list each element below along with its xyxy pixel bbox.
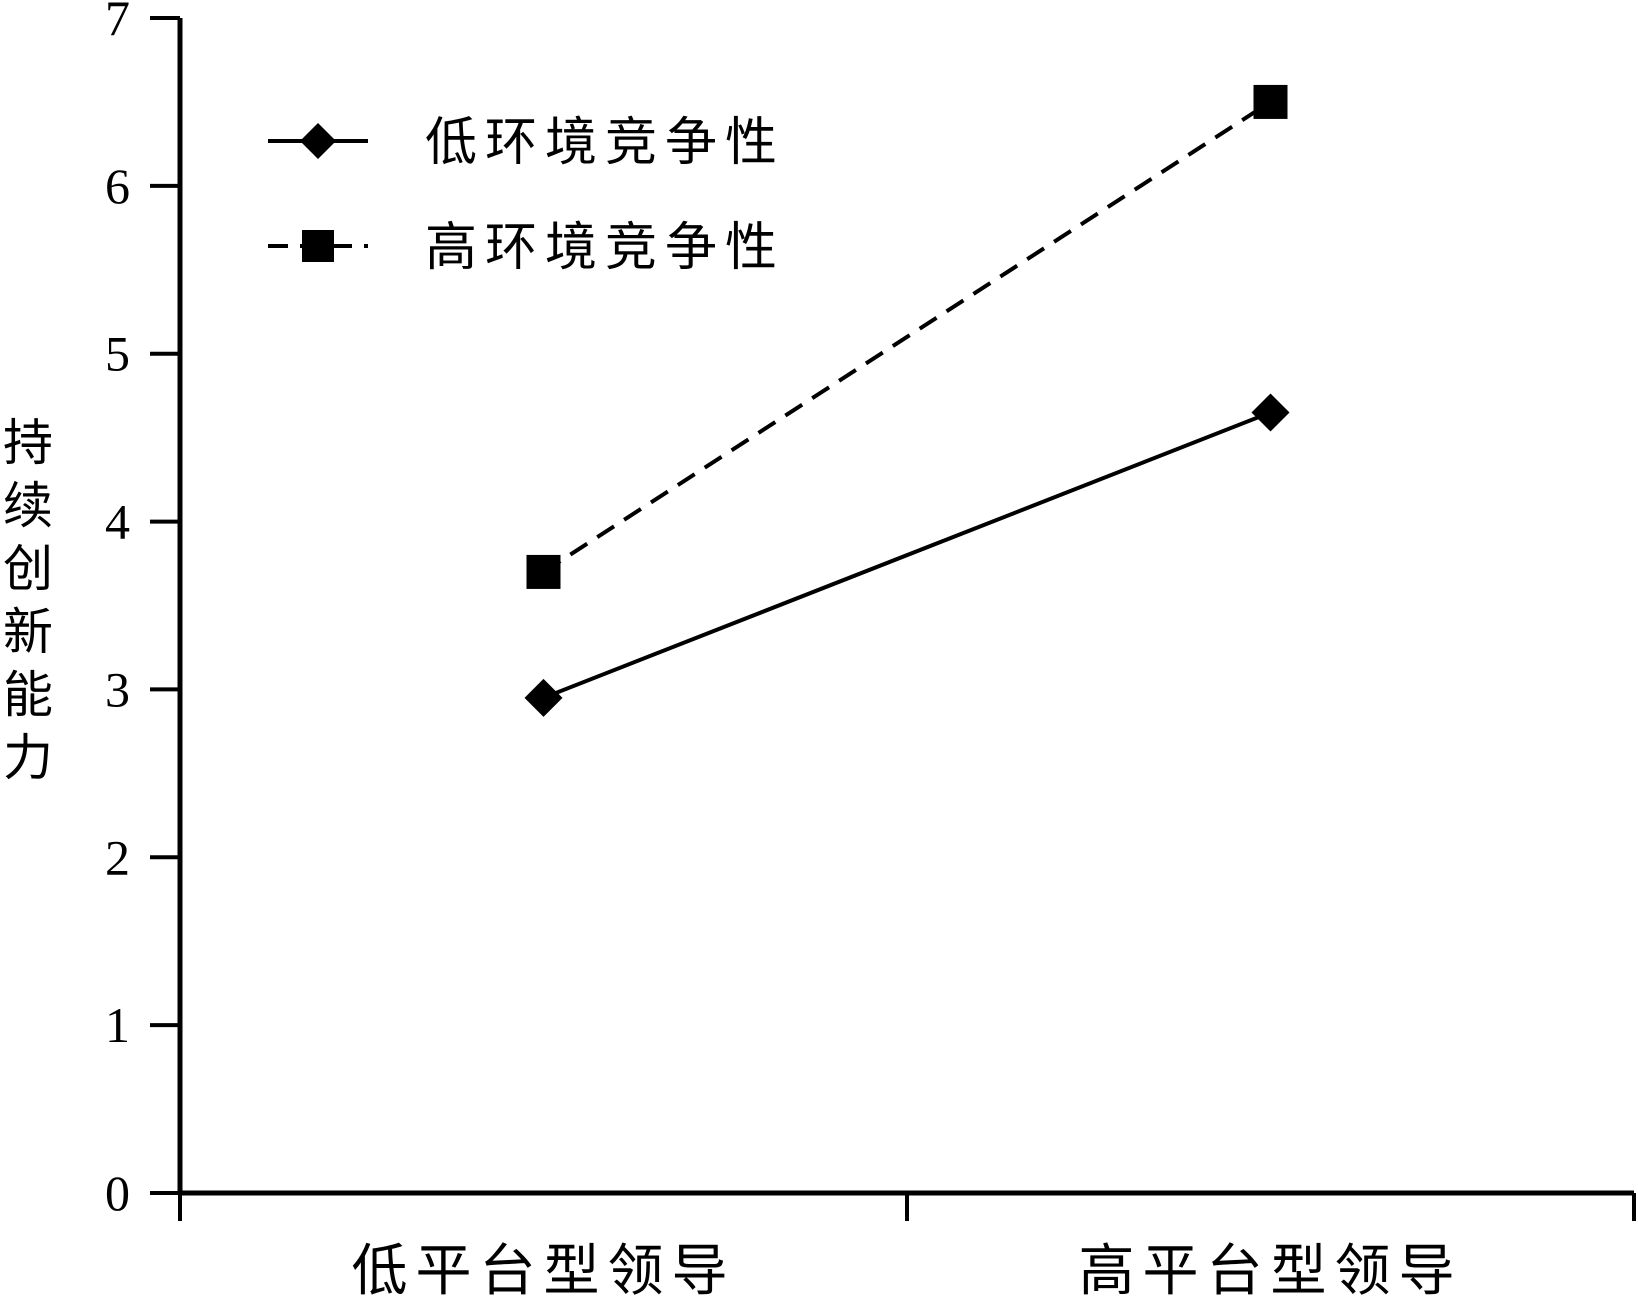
y-axis-label-char: 力	[3, 729, 53, 787]
x-ticks: 低平台型领导 高平台型领导	[178, 1193, 1636, 1304]
series-line	[542, 410, 1272, 700]
data-point	[1251, 393, 1290, 432]
series-1	[524, 393, 1290, 717]
series-2	[526, 84, 1288, 589]
x-category-label: 高平台型领导	[1079, 1239, 1463, 1304]
legend-marker	[302, 230, 334, 262]
y-tick-label: 0	[105, 1165, 130, 1221]
legend-item: 高环境竞争性	[268, 218, 785, 278]
y-ticks: 0 1 2 3 4 5 6 7	[105, 0, 180, 1221]
y-tick-label: 6	[105, 158, 130, 214]
data-point	[1253, 84, 1288, 119]
legend-marker	[300, 123, 336, 159]
y-axis-label-char: 能	[3, 666, 53, 724]
y-axis-label-char: 续	[3, 477, 53, 535]
y-tick-label: 2	[105, 829, 130, 885]
y-axis-label-char: 创	[3, 540, 53, 598]
data-point	[524, 678, 563, 717]
y-axis-label-char: 持	[3, 414, 53, 472]
y-tick-label: 4	[105, 494, 130, 550]
legend-label: 低环境竞争性	[425, 113, 785, 173]
y-tick-label: 3	[105, 661, 130, 717]
x-axis: 低平台型领导 高平台型领导	[178, 1190, 1636, 1304]
y-tick-label: 5	[105, 326, 130, 382]
series-layer	[524, 84, 1290, 717]
data-point	[526, 554, 561, 589]
y-axis-label-char: 新	[3, 603, 53, 661]
y-tick-label: 7	[105, 0, 130, 46]
y-tick-label: 1	[105, 997, 130, 1053]
series-line	[542, 100, 1272, 574]
legend-item: 低环境竞争性	[268, 113, 785, 173]
x-category-label: 低平台型领导	[352, 1239, 736, 1304]
legend-label: 高环境竞争性	[425, 218, 785, 278]
